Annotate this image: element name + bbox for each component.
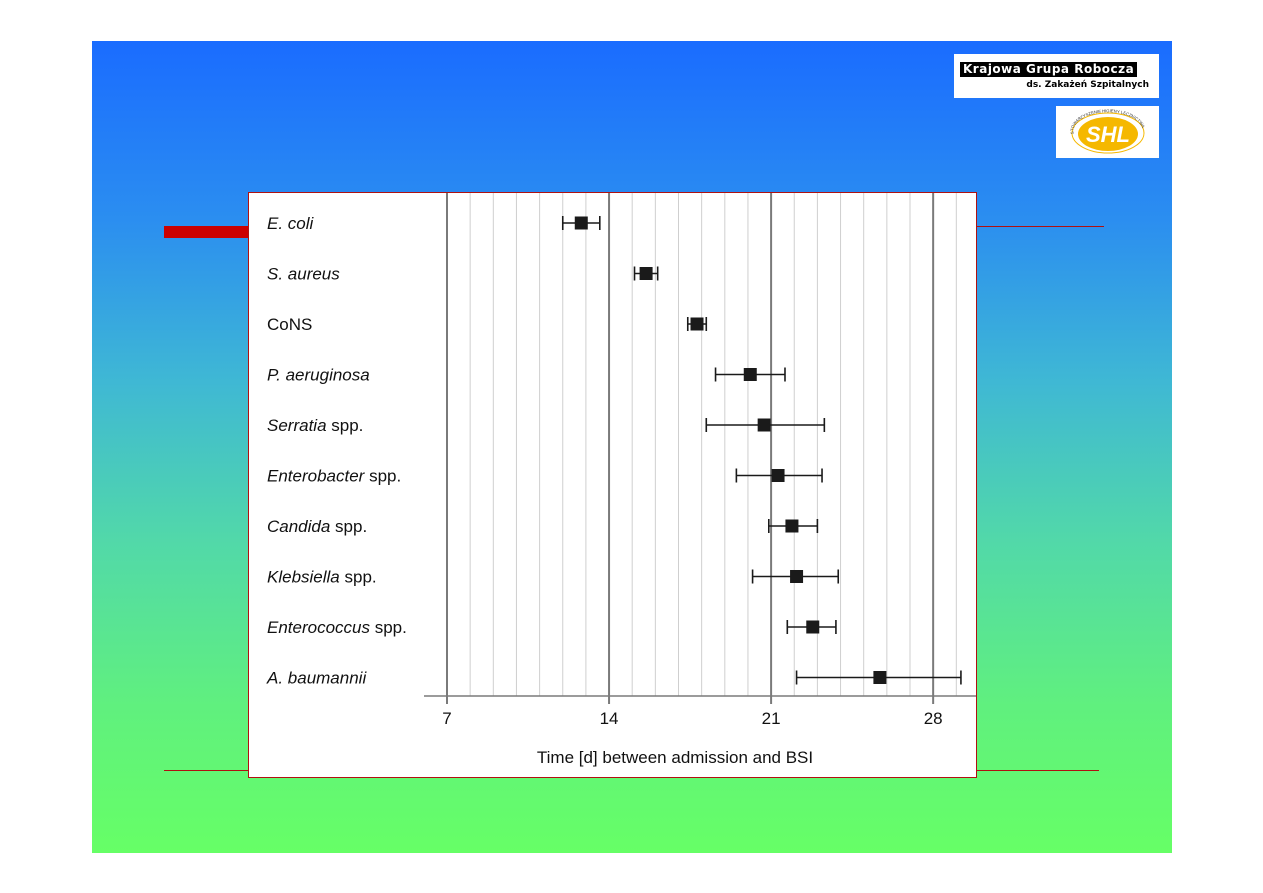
title-accent-bar [164,226,254,238]
title-rule-right [972,226,1104,227]
x-tick-label: 28 [924,709,943,728]
chart-panel: 7 14 21 28 E. coli S. aureus CoNS P. aeruginosa… [248,192,977,778]
category-label: S. aureus [267,265,340,284]
point-marker [873,671,887,684]
category-label: Candida spp. [267,517,367,536]
shl-logo-text: SHL [1086,122,1130,147]
category-label: P. aeruginosa [267,366,370,385]
x-tick-label: 7 [442,709,451,728]
category-label: Klebsiella spp. [267,568,377,587]
point-marker [790,570,804,583]
point-marker [639,267,653,280]
x-axis-title: Time [d] between admission and BSI [537,748,813,767]
point-marker [757,418,771,432]
point-marker [743,368,757,381]
point-marker [771,469,785,482]
point-marker [690,317,704,331]
footer-rule-left [164,770,254,771]
x-tick-label: 21 [762,709,781,728]
krajowa-grupa-logo: Krajowa Grupa Robocza ds. Zakażeń Szpita… [954,54,1159,98]
forest-plot: 7 14 21 28 E. coli S. aureus CoNS P. aeruginosa… [266,193,976,767]
category-label: A. baumannii [266,669,367,688]
logo-group-name: Krajowa Grupa Robocza [960,62,1138,77]
category-label: Enterobacter spp. [267,467,401,486]
logo-group-subtitle: ds. Zakażeń Szpitalnych [1026,80,1149,90]
footer-rule-right [972,770,1099,771]
category-label: Enterococcus spp. [267,618,407,637]
point-marker [574,216,588,230]
x-tick-label: 14 [600,709,619,728]
category-label: Serratia spp. [267,416,363,435]
point-marker [806,620,820,634]
category-label: E. coli [267,214,315,233]
shl-logo: STOWARZYSZENIE HIGIENY LECZNICTWA SHL [1056,106,1159,158]
category-label: CoNS [267,315,312,334]
point-marker [785,519,799,533]
